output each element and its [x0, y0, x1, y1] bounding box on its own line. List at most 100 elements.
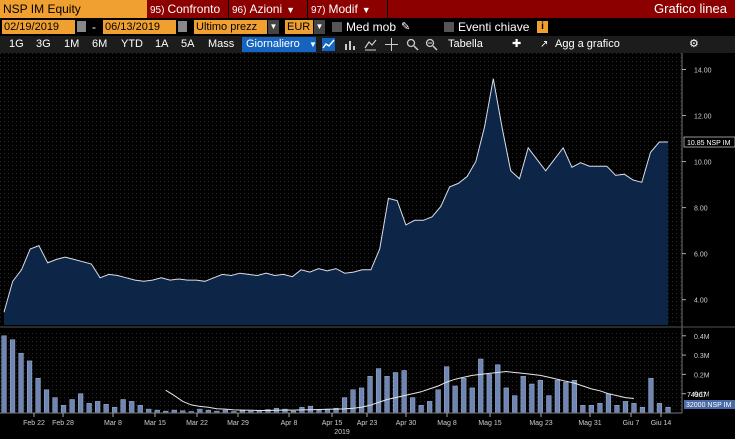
- last-volume-box: [684, 400, 735, 409]
- price-field-select[interactable]: Ultimo prezz: [194, 20, 267, 34]
- price-volume-chart[interactable]: 14.00 12.00 10.00 8.00 6.00 4.00 10.85 NSP IM 0…: [0, 53, 735, 439]
- period-ytd[interactable]: YTD: [121, 38, 143, 50]
- volume-bar: [588, 405, 594, 414]
- y-tick-label: 8.00: [694, 206, 708, 213]
- y-tick-label: 0.1M: [694, 392, 710, 399]
- start-date-field[interactable]: 02/19/2019: [2, 20, 75, 34]
- add-to-chart-button[interactable]: Agg a grafico: [555, 38, 620, 50]
- tab-label: Confronto: [167, 2, 221, 16]
- volume-panel: [0, 330, 682, 414]
- volume-bar: [78, 393, 84, 414]
- price-panel: [0, 53, 682, 325]
- frequency-select[interactable]: Giornaliero: [242, 37, 316, 52]
- volume-bar: [350, 389, 356, 414]
- add-chart-icon[interactable]: ↗: [540, 39, 549, 50]
- x-year-label: 2019: [334, 429, 350, 436]
- x-tick-label: Giu 7: [623, 420, 640, 427]
- x-tick-label: Mar 8: [104, 420, 122, 427]
- zoom-out-icon[interactable]: [425, 38, 438, 51]
- volume-bar: [622, 401, 629, 414]
- tab-confronto[interactable]: 95) Confronto: [147, 0, 228, 18]
- volume-bar: [520, 376, 526, 414]
- ticker-field[interactable]: NSP IM Equity: [0, 0, 147, 18]
- volume-bar: [358, 387, 365, 414]
- volume-bar: [444, 366, 450, 414]
- volume-bar: [69, 399, 75, 414]
- y-tick-label: 4.00: [694, 298, 708, 305]
- table-button[interactable]: Tabella: [448, 38, 483, 50]
- x-tick-label: Mar 22: [186, 420, 208, 427]
- last-price-label: 10.85 NSP IM: [687, 140, 731, 147]
- volume-bar: [18, 352, 24, 414]
- period-5a[interactable]: 5A: [181, 38, 195, 50]
- volume-bar: [129, 401, 135, 414]
- tab-number: 95): [150, 5, 165, 16]
- dropdown-arrow-icon[interactable]: ▼: [268, 20, 279, 34]
- volume-bar: [452, 385, 458, 414]
- period-3g[interactable]: 3G: [36, 38, 51, 50]
- x-tick-label: Giu 14: [651, 420, 672, 427]
- volume-bar: [43, 389, 50, 414]
- period-1m[interactable]: 1M: [64, 38, 80, 50]
- caret-down-icon: ▼: [286, 5, 296, 15]
- volume-bar: [26, 360, 33, 414]
- volume-bar: [546, 395, 552, 414]
- x-tick-label: Mar 29: [227, 420, 249, 427]
- volume-bar: [665, 406, 671, 414]
- info-icon[interactable]: i: [537, 21, 548, 33]
- period-6m[interactable]: 6M: [92, 38, 108, 50]
- tab-azioni[interactable]: 96) Azioni ▼: [229, 0, 307, 18]
- settings-icon[interactable]: ⚙: [689, 38, 699, 50]
- price-line: [3, 78, 668, 313]
- volume-bar: [418, 405, 424, 414]
- x-tick-label: Feb 28: [52, 420, 74, 427]
- volume-bar: [60, 405, 67, 414]
- dropdown-arrow-icon[interactable]: ▼: [314, 20, 325, 34]
- calendar-icon[interactable]: [178, 21, 187, 32]
- volume-bar: [469, 387, 475, 414]
- volume-bar: [631, 403, 637, 414]
- price-area: [4, 78, 668, 325]
- crosshair-icon[interactable]: [385, 38, 398, 51]
- volume-panel-bg: [0, 330, 682, 413]
- volume-bar: [597, 403, 603, 414]
- volume-bar: [52, 397, 58, 414]
- x-tick-label: Mag 15: [478, 420, 501, 427]
- med-mob-checkbox[interactable]: [332, 22, 342, 32]
- line-chart-icon[interactable]: [322, 38, 335, 51]
- bar-chart-icon[interactable]: [343, 38, 356, 51]
- caret-down-icon: ▼: [361, 5, 371, 15]
- chart-title: Grafico linea: [654, 1, 727, 16]
- x-tick-label: Apr 23: [357, 420, 378, 427]
- end-date-field[interactable]: 06/13/2019: [103, 20, 176, 34]
- axes: 14.00 12.00 10.00 8.00 6.00 4.00 10.85 NSP IM 0…: [0, 53, 735, 436]
- x-tick-label: Mag 31: [578, 420, 601, 427]
- volume-bar: [478, 358, 484, 414]
- eventi-checkbox[interactable]: [444, 22, 454, 32]
- tab-label: Azioni: [249, 2, 283, 16]
- calendar-icon[interactable]: [77, 21, 86, 32]
- compare-icon[interactable]: [364, 38, 377, 51]
- dropdown-arrow-icon[interactable]: ▼: [309, 40, 317, 49]
- tab-number: 97): [311, 5, 326, 16]
- pin-icon[interactable]: ✚: [512, 38, 522, 50]
- volume-bar: [461, 378, 467, 414]
- volume-bar: [9, 339, 16, 414]
- currency-select[interactable]: EUR: [285, 20, 313, 34]
- period-mass[interactable]: Mass: [208, 38, 235, 50]
- y-tick-label: 0.2M: [694, 372, 710, 379]
- volume-bar: [375, 368, 382, 414]
- pencil-icon[interactable]: ✎: [401, 21, 411, 33]
- tab-modif[interactable]: 97) Modif ▼: [308, 0, 387, 18]
- period-1g[interactable]: 1G: [9, 38, 24, 50]
- top-bar: NSP IM Equity 95) Confronto 96) Azioni ▼ 97…: [0, 0, 735, 18]
- volume-bar: [341, 397, 348, 414]
- volume-bar: [512, 395, 518, 414]
- volume-bar: [648, 378, 654, 414]
- zoom-icon[interactable]: [406, 38, 419, 51]
- volume-bar: [401, 370, 407, 414]
- volume-bar: [529, 383, 535, 414]
- volume-bar: [537, 379, 543, 414]
- period-1a[interactable]: 1A: [155, 38, 169, 50]
- volume-bar: [571, 379, 577, 414]
